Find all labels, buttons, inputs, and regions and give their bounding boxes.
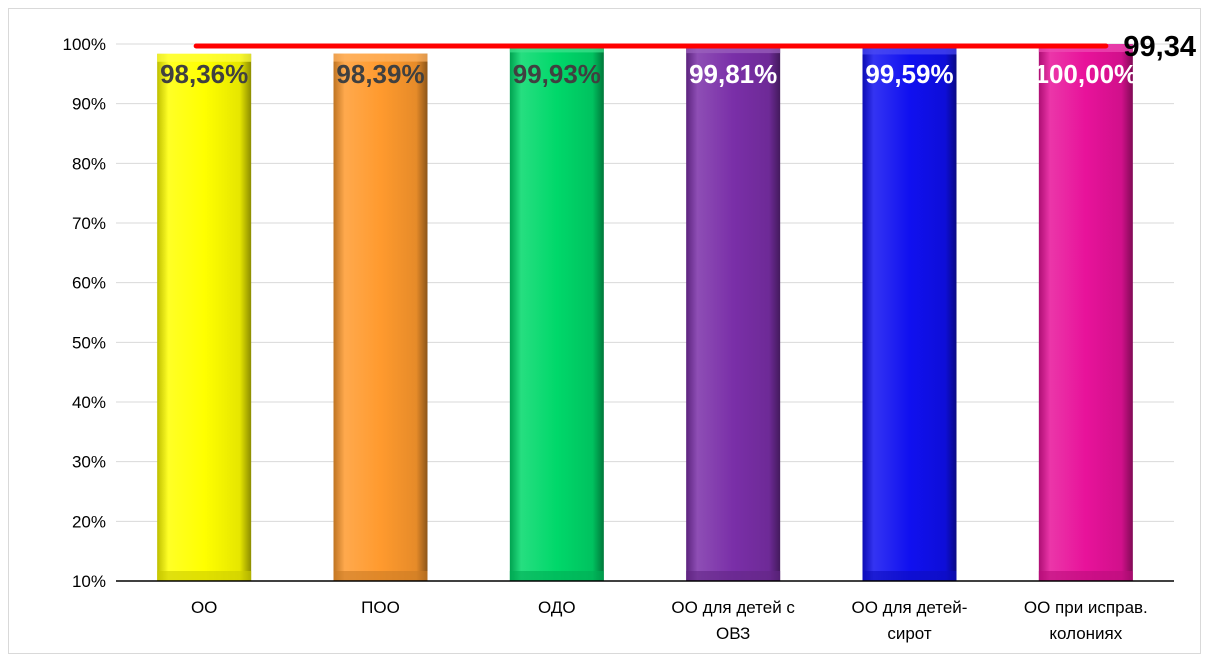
grid-lines xyxy=(116,43,1174,522)
bar xyxy=(333,53,428,582)
y-tick-label: 40% xyxy=(72,393,106,412)
bar-bevel-bottom xyxy=(1038,571,1133,581)
bar-bevel-bottom xyxy=(157,571,252,581)
category-label: ОДО xyxy=(538,598,576,617)
category-label: ПОО xyxy=(361,598,400,617)
chart-frame: 10% 20% 30% 40% 50% 60% 70% 80% 90% 100% ОО ПОО ОДО… xyxy=(8,8,1201,654)
category-label: ОО xyxy=(191,598,217,617)
bar xyxy=(509,44,604,582)
bar-bevel-top xyxy=(686,45,781,54)
category-label: ОО при исправ. xyxy=(1024,598,1148,617)
y-tick-label: 20% xyxy=(72,512,106,531)
data-label: 100,00% xyxy=(1035,59,1138,89)
y-tick-label: 70% xyxy=(72,214,106,233)
bar xyxy=(157,53,252,581)
average-label: 99,34 xyxy=(1123,31,1196,63)
category-label: колониях xyxy=(1049,624,1122,643)
y-tick-label: 80% xyxy=(72,154,106,173)
category-label: сирот xyxy=(887,624,932,643)
y-tick-label: 100% xyxy=(63,35,106,54)
bar xyxy=(686,45,781,581)
y-axis-ticks: 10% 20% 30% 40% 50% 60% 70% 80% 90% 100% xyxy=(63,35,106,591)
data-label: 99,93% xyxy=(513,59,601,89)
data-label: 98,39% xyxy=(336,59,424,89)
average-line-group: 99,34 xyxy=(193,31,1196,63)
category-label: ОО для детей с xyxy=(671,598,795,617)
category-labels: ОО ПОО ОДО ОО для детей с ОВЗ ОО для детей-си… xyxy=(191,598,1148,643)
bar-bevel-top xyxy=(157,53,252,62)
y-tick-label: 50% xyxy=(72,333,106,352)
y-tick-label: 60% xyxy=(72,274,106,293)
bar xyxy=(862,46,957,581)
category-label: ОВЗ xyxy=(716,624,750,643)
y-tick-label: 90% xyxy=(72,95,106,114)
bar-bevel-bottom xyxy=(509,571,604,581)
data-label: 98,36% xyxy=(160,59,248,89)
bar xyxy=(1038,44,1133,581)
y-tick-label: 30% xyxy=(72,453,106,472)
bar-bevel-bottom xyxy=(862,571,957,581)
category-label: ОО для детей- xyxy=(852,598,968,617)
bar-bevel-bottom xyxy=(333,571,428,581)
data-label: 99,81% xyxy=(689,59,777,89)
bars xyxy=(157,44,1133,582)
bar-bevel-bottom xyxy=(686,571,781,581)
bar-bevel-top xyxy=(333,53,428,62)
data-label: 99,59% xyxy=(865,59,953,89)
y-tick-label: 10% xyxy=(72,572,106,591)
data-labels: 98,36% 98,39% 99,93% 99,81% 99,59% 100,00% xyxy=(160,59,1137,89)
bar-chart: 10% 20% 30% 40% 50% 60% 70% 80% 90% 100% ОО ПОО ОДО… xyxy=(63,31,1196,643)
bar-bevel-top xyxy=(862,46,957,55)
